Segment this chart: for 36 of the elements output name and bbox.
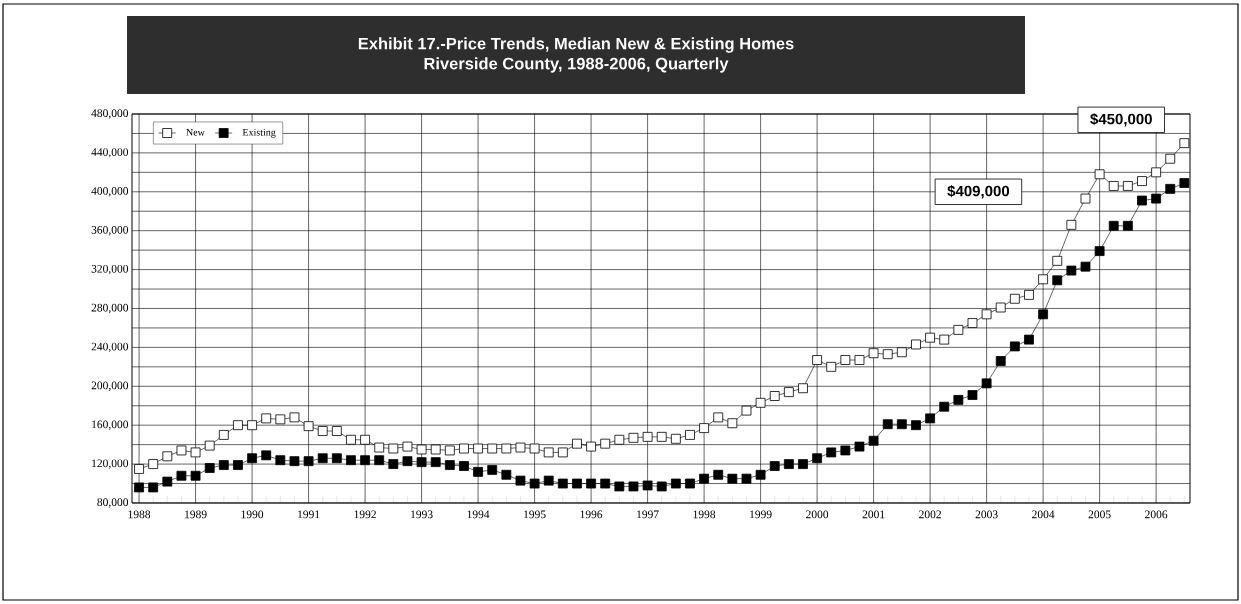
legend-label: New (186, 129, 205, 136)
x-tick-label: 1990 (241, 510, 264, 519)
x-tick-label: 2001 (862, 510, 885, 519)
y-tick-label: 160,000 (92, 420, 129, 430)
x-tick-label: 2003 (975, 510, 998, 519)
x-tick-label: 1999 (750, 510, 772, 519)
y-tick-label: 280,000 (91, 303, 129, 314)
annotation: $409,000 (947, 185, 1010, 199)
x-tick-label: 1992 (354, 510, 376, 519)
x-tick-label: 1998 (693, 510, 716, 519)
x-tick-label: 2002 (919, 510, 941, 519)
y-tick-label: 200,000 (91, 381, 129, 391)
x-tick-label: 2000 (806, 510, 829, 519)
legend-label: Existing (242, 128, 276, 138)
x-tick-label: 1989 (185, 510, 207, 519)
y-tick-label: 120,000 (92, 459, 129, 469)
x-tick-label: 1996 (580, 510, 603, 519)
x-tick-label: 1997 (637, 510, 659, 519)
y-tick-label: 400,000 (91, 187, 129, 197)
x-tick-label: 2005 (1088, 510, 1111, 519)
x-tick-label: 1994 (467, 510, 490, 519)
x-tick-label: 1991 (298, 510, 320, 519)
y-tick-label: 320,000 (91, 264, 129, 275)
x-tick-label: 1993 (411, 510, 433, 519)
chart-subtitle: Riverside County, 1988-2006, Quarterly (424, 57, 729, 73)
x-tick-label: 1988 (128, 510, 151, 519)
y-tick-label: 480,000 (91, 109, 129, 119)
y-tick-label: 440,000 (91, 148, 129, 158)
y-tick-label: 240,000 (91, 342, 129, 353)
y-tick-label: 360,000 (91, 225, 129, 236)
chart-title: Exhibit 17.-Price Trends, Median New & Existing Homes (358, 37, 794, 53)
x-tick-label: 1995 (524, 510, 546, 519)
y-tick-label: 80,000 (97, 498, 129, 508)
x-tick-label: 2004 (1032, 510, 1055, 519)
x-tick-label: 2006 (1145, 510, 1168, 519)
annotation: $450,000 (1090, 113, 1152, 127)
